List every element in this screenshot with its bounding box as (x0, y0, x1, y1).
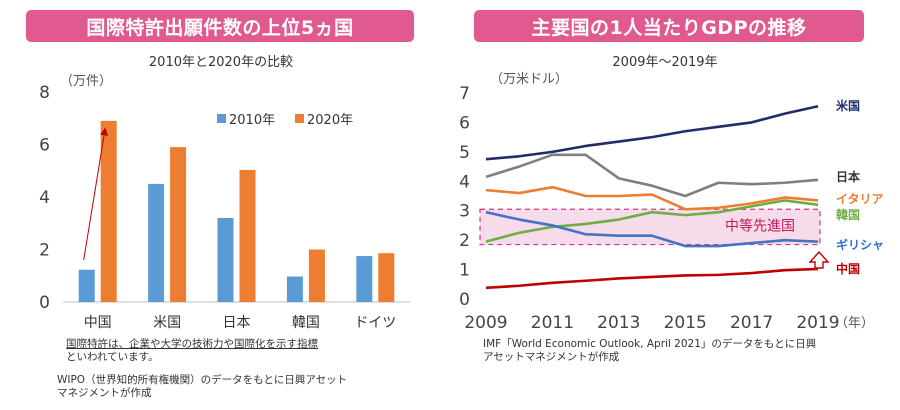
series-label-韓国: 韓国 (836, 207, 860, 222)
series-line-ギリシャ (485, 210, 819, 248)
bar-米国-2020年 (170, 147, 187, 302)
right-y-tick-label: 7 (459, 84, 470, 104)
right-x-tick-label: 2009 (464, 313, 507, 333)
series-label-中国: 中国 (836, 261, 860, 276)
right-x-tick-label: 2015 (664, 313, 707, 333)
series-line-日本 (485, 153, 819, 198)
right-source-line1: IMF「World Economic Outlook, April 2021」の… (483, 338, 817, 350)
right-y-tick-label: 0 (459, 290, 470, 310)
left-y-tick-label: 8 (39, 83, 50, 103)
up-arrow-icon (808, 250, 830, 269)
right-y-tick-label: 6 (459, 113, 470, 133)
series-label-ギリシャ: ギリシャ (836, 237, 884, 252)
right-chart-banner: 主要国の1人当たりGDPの推移 (474, 10, 864, 42)
legend-label-2010年: 2010年 (229, 113, 275, 128)
left-x-tick-label: 韓国 (292, 315, 320, 331)
left-x-tick-label: 中国 (84, 315, 112, 331)
left-chart-banner: 国際特許出願件数の上位5ヵ国 (26, 10, 414, 42)
left-source: WIPO（世界知的所有権機関）のデータをもとに日興アセット マネジメントが作成 (57, 374, 417, 400)
left-y-tick-label: 0 (39, 293, 50, 313)
left-y-tick-label: 4 (39, 188, 50, 208)
bar-日本-2010年 (217, 218, 234, 302)
right-source: IMF「World Economic Outlook, April 2021」の… (483, 338, 863, 364)
middle-income-band (479, 208, 821, 246)
left-note-rest: といわれています。 (66, 351, 159, 363)
series-label-イタリア: イタリア (836, 192, 884, 206)
series-label-米国: 米国 (836, 98, 860, 113)
legend-swatch-2020年 (295, 114, 304, 123)
right-source-line2: アセットマネジメントが作成 (483, 351, 620, 363)
bar-ドイツ-2020年 (378, 253, 395, 302)
left-growth-arrow (83, 127, 109, 261)
series-line-米国 (485, 104, 819, 161)
bar-中国-2010年 (78, 269, 95, 302)
left-source-line2: マネジメントが作成 (57, 387, 152, 399)
left-y-tick-label: 2 (39, 241, 50, 261)
left-x-tick-label: 日本 (223, 315, 251, 331)
right-x-tick-label: 2013 (597, 313, 640, 333)
left-source-line1: WIPO（世界知的所有権機関）のデータをもとに日興アセット (57, 374, 348, 386)
left-x-tick-label: ドイツ (354, 315, 396, 331)
right-y-tick-label: 1 (459, 261, 470, 281)
right-chart-subtitle: 2009年～2019年 (612, 55, 718, 70)
bar-韓国-2020年 (308, 249, 325, 302)
bar-日本-2020年 (239, 169, 256, 302)
left-y-unit: （万件） (60, 74, 113, 89)
series-line-中国 (485, 267, 819, 290)
left-y-tick-label: 6 (39, 136, 50, 156)
bar-米国-2010年 (148, 183, 165, 302)
bar-中国-2020年 (100, 120, 117, 302)
right-x-unit: （年） (835, 316, 874, 331)
right-x-tick-label: 2019 (796, 313, 839, 333)
right-x-tick-label: 2017 (730, 313, 773, 333)
right-y-tick-label: 4 (459, 172, 470, 192)
series-label-日本: 日本 (836, 169, 860, 184)
right-x-tick-label: 2011 (531, 313, 574, 333)
left-note-underlined: 国際特許は、企業や大学の技術力や国際化を示す指標 (66, 338, 318, 350)
series-line-イタリア (485, 185, 819, 211)
left-note: 国際特許は、企業や大学の技術力や国際化を示す指標 といわれています。 (66, 338, 406, 364)
left-x-tick-label: 米国 (153, 315, 181, 331)
left-chart-subtitle: 2010年と2020年の比較 (148, 55, 294, 70)
right-y-tick-label: 5 (459, 143, 470, 163)
legend-swatch-2010年 (217, 114, 226, 123)
middle-income-band-label: 中等先進国 (725, 217, 795, 234)
right-y-tick-label: 3 (459, 202, 470, 222)
series-line-韓国 (485, 199, 819, 243)
right-y-unit: （万米ドル） (490, 72, 569, 87)
bar-ドイツ-2010年 (356, 256, 373, 302)
bar-韓国-2010年 (286, 276, 303, 302)
right-y-tick-label: 2 (459, 231, 470, 251)
legend-label-2020年: 2020年 (307, 113, 353, 128)
